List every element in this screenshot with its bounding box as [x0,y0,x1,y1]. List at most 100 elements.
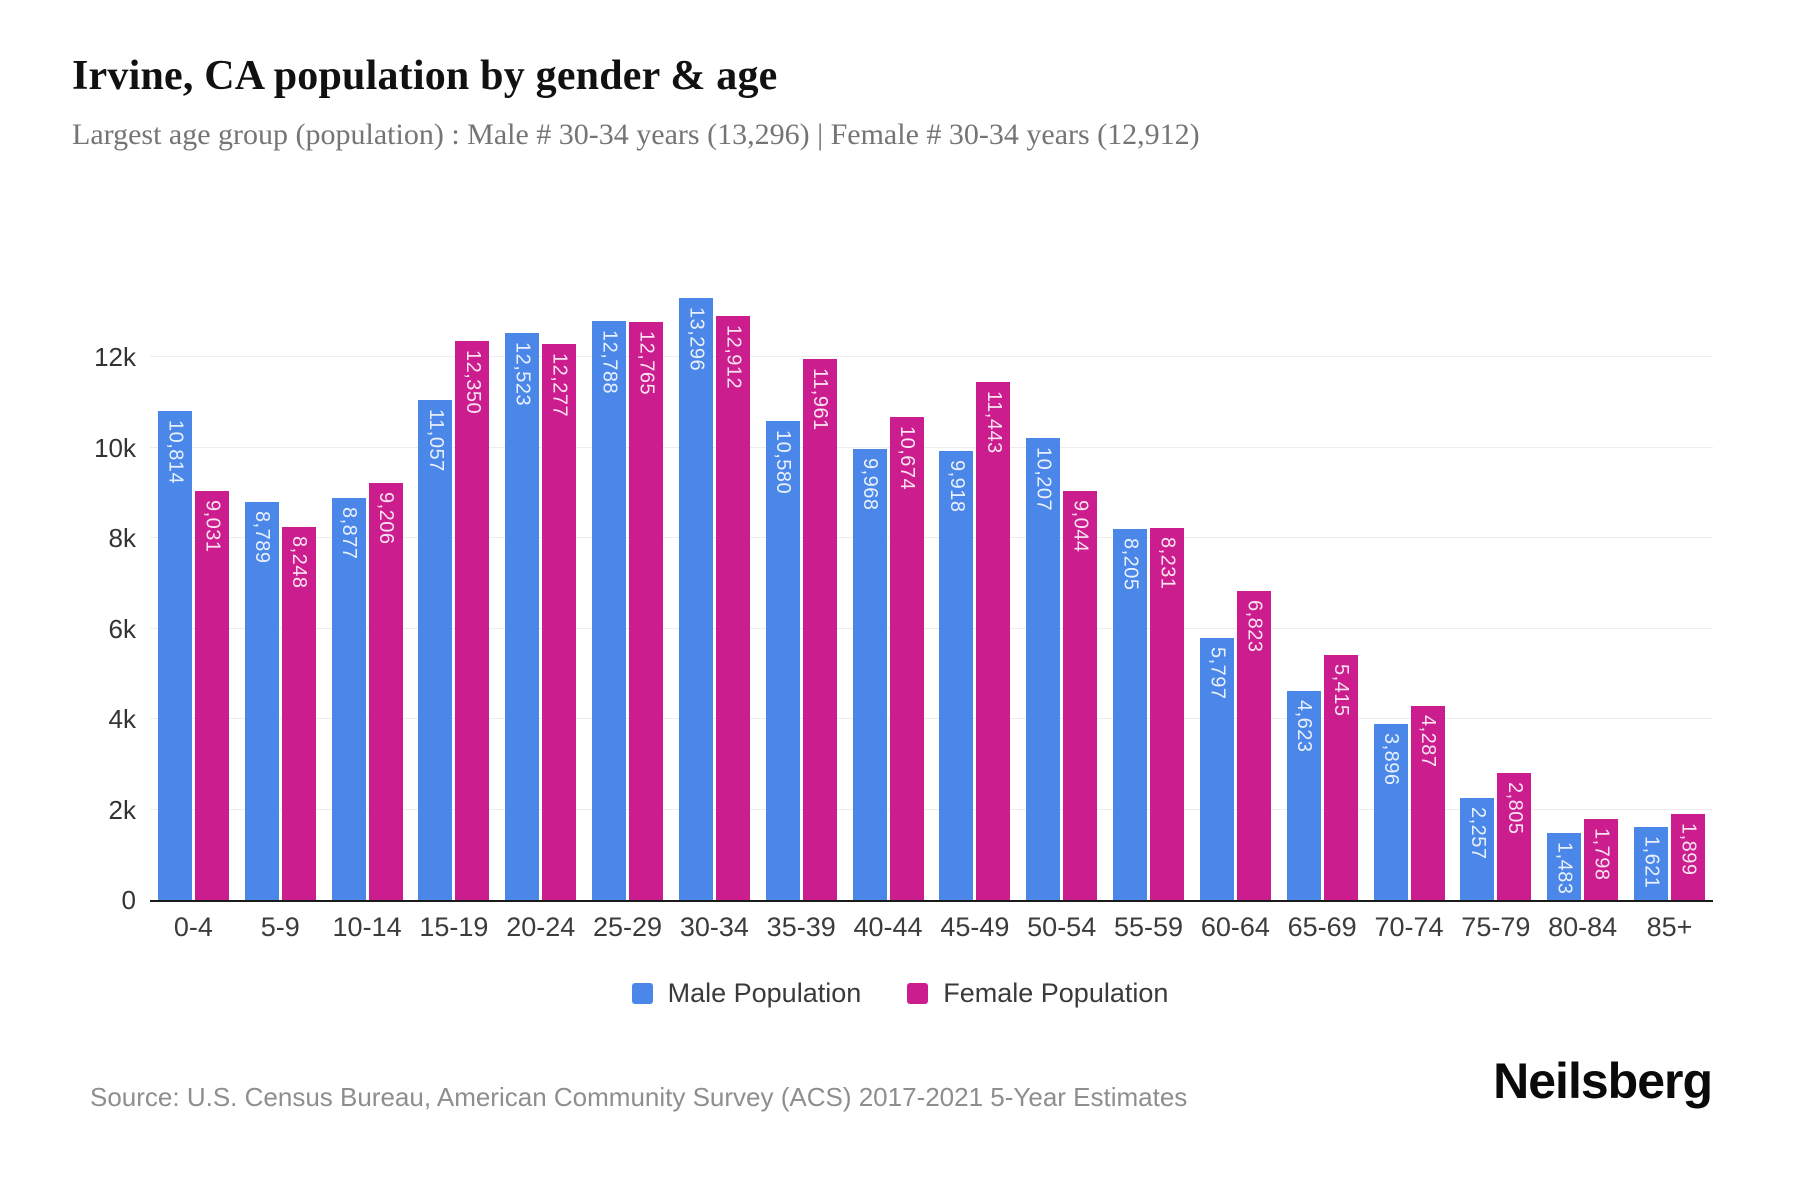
bar-group-15-19: 11,057 12,350 [410,285,497,900]
x-tick-label-35-39: 35-39 [766,912,836,942]
bar-value-label: 12,765 [635,331,658,396]
bar-value-label: 9,918 [945,460,968,513]
x-tick-label-85+: 85+ [1646,912,1693,942]
bar-female-0-4[interactable]: 9,031 [194,491,229,900]
bar-male-15-19[interactable]: 11,057 [418,399,453,900]
bar-group-35-39: 10,580 11,961 [758,285,845,900]
bar-male-70-74[interactable]: 3,896 [1373,723,1408,900]
bar-male-20-24[interactable]: 12,523 [505,333,540,900]
bar-female-30-34[interactable]: 12,912 [715,315,750,900]
bar-male-60-64[interactable]: 5,797 [1199,637,1234,900]
bar-group-0-4: 10,814 9,031 [150,285,237,900]
x-tick-label-75-79: 75-79 [1461,912,1531,942]
bar-value-label: 5,415 [1330,663,1353,717]
bar-female-85+[interactable]: 1,899 [1670,814,1705,900]
y-tick-label-8k: 8k [108,523,136,553]
bar-group-5-9: 8,789 8,248 [237,285,324,900]
page-subtitle: Largest age group (population) : Male # … [72,118,1200,151]
x-tick-label-50-54: 50-54 [1027,912,1097,942]
bar-female-80-84[interactable]: 1,798 [1584,818,1619,900]
bar-value-label: 12,350 [461,350,484,415]
bar-group-40-44: 9,968 10,674 [845,285,932,900]
legend-label-male: Male Population [667,978,862,1008]
bar-male-30-34[interactable]: 13,296 [678,298,713,900]
legend-label-female: Female Population [943,978,1169,1008]
gridline-4k [150,718,1713,719]
x-tick-label-10-14: 10-14 [332,912,402,942]
bar-male-55-59[interactable]: 8,205 [1113,528,1148,900]
bar-male-45-49[interactable]: 9,918 [939,451,974,900]
x-tick-label-70-74: 70-74 [1374,912,1444,942]
bar-value-label: 10,814 [164,419,187,484]
source-note: Source: U.S. Census Bureau, American Com… [90,1082,1188,1112]
bar-male-40-44[interactable]: 9,968 [852,448,887,900]
bar-group-30-34: 13,296 12,912 [671,285,758,900]
bar-male-65-69[interactable]: 4,623 [1286,690,1321,900]
bar-male-80-84[interactable]: 1,483 [1547,832,1582,900]
bar-female-35-39[interactable]: 11,961 [802,358,837,900]
bar-female-55-59[interactable]: 8,231 [1150,527,1185,900]
x-tick-label-40-44: 40-44 [853,912,923,942]
bar-female-65-69[interactable]: 5,415 [1323,654,1358,900]
bar-group-25-29: 12,788 12,765 [584,285,671,900]
bar-female-10-14[interactable]: 9,206 [368,483,403,900]
bar-female-70-74[interactable]: 4,287 [1410,706,1445,900]
bar-value-label: 1,899 [1677,823,1700,876]
bar-value-label: 6,823 [1243,600,1266,653]
bar-value-label: 8,877 [338,507,361,560]
bar-male-85+[interactable]: 1,621 [1633,826,1668,900]
bar-female-50-54[interactable]: 9,044 [1063,490,1098,900]
bar-male-75-79[interactable]: 2,257 [1460,797,1495,900]
x-tick-label-20-24: 20-24 [506,912,576,942]
bar-female-5-9[interactable]: 8,248 [281,526,316,900]
bar-value-label: 8,231 [1156,536,1179,590]
bar-female-75-79[interactable]: 2,805 [1497,773,1532,900]
bar-group-60-64: 5,797 6,823 [1192,285,1279,900]
bar-value-label: 3,896 [1380,732,1402,786]
bar-male-10-14[interactable]: 8,877 [331,498,366,900]
x-tick-label-55-59: 55-59 [1113,912,1184,942]
bar-female-15-19[interactable]: 12,350 [455,341,490,900]
y-tick-label-4k: 4k [108,704,136,734]
bar-male-0-4[interactable]: 10,814 [157,410,192,900]
bar-value-label: 12,523 [511,342,534,407]
gridline-12k [150,356,1713,357]
bar-female-60-64[interactable]: 6,823 [1236,591,1271,900]
bar-value-label: 4,287 [1417,715,1439,768]
bar-value-label: 8,205 [1119,537,1142,591]
bar-value-label: 13,296 [685,307,708,372]
bar-value-label: 11,443 [982,391,1005,454]
bar-value-label: 1,483 [1553,841,1576,895]
bar-value-label: 12,912 [722,324,745,389]
bar-female-40-44[interactable]: 10,674 [889,417,924,900]
y-tick-label-12k: 12k [94,342,136,372]
bar-value-label: 4,623 [1293,699,1316,753]
bar-value-label: 12,788 [598,330,621,395]
brand-logo: Neilsberg [1493,1053,1713,1109]
bar-value-label: 9,968 [859,457,882,511]
bar-group-80-84: 1,483 1,798 [1539,285,1626,900]
bar-group-10-14: 8,877 9,206 [324,285,411,900]
bar-female-20-24[interactable]: 12,277 [542,344,577,900]
y-tick-label-10k: 10k [94,432,136,463]
bar-value-label: 2,257 [1466,806,1489,860]
bar-value-label: 1,621 [1640,835,1663,889]
bar-female-25-29[interactable]: 12,765 [629,322,664,900]
legend-item-female[interactable]: Female Population [907,978,1168,1009]
bar-value-label: 1,798 [1590,827,1613,881]
bar-group-55-59: 8,205 8,231 [1105,285,1192,900]
bar-group-45-49: 9,918 11,443 [931,285,1018,900]
bar-male-5-9[interactable]: 8,789 [244,502,279,900]
bar-value-label: 5,797 [1206,646,1229,700]
bar-male-50-54[interactable]: 10,207 [1026,438,1061,900]
x-tick-label-65-69: 65-69 [1287,912,1357,942]
gridline-10k [150,446,1713,448]
bar-value-label: 2,805 [1503,782,1526,835]
x-tick-label-0-4: 0-4 [173,912,213,942]
bar-female-45-49[interactable]: 11,443 [976,382,1011,900]
bar-male-35-39[interactable]: 10,580 [765,421,800,900]
bar-value-label: 11,961 [809,367,832,431]
bar-male-25-29[interactable]: 12,788 [592,321,627,900]
legend-item-male[interactable]: Male Population [631,978,862,1009]
bar-group-65-69: 4,623 5,415 [1279,285,1366,900]
